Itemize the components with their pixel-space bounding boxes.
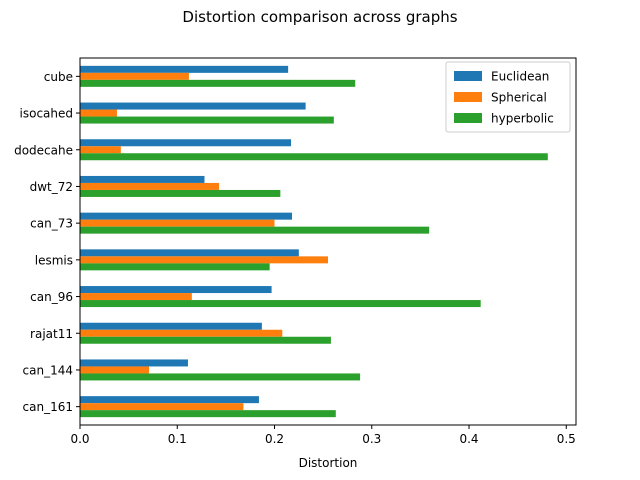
x-axis-label: Distortion	[299, 456, 358, 470]
y-tick-label: cube	[44, 70, 73, 84]
bar-hyperbolic-can_161	[80, 410, 336, 418]
bar-euclidean-can_73	[80, 212, 293, 220]
bars-group	[80, 65, 548, 418]
x-tick-label: 0.4	[459, 432, 478, 446]
bar-euclidean-dwt_72	[80, 175, 205, 183]
y-tick-label: can_144	[23, 363, 73, 377]
bar-euclidean-isocahed	[80, 102, 306, 110]
bar-spherical-rajat11	[80, 329, 283, 337]
x-axis: 0.0 0.1 0.2 0.3 0.4 0.5	[70, 425, 576, 446]
bar-hyperbolic-can_144	[80, 373, 361, 381]
x-tick-label: 0.2	[265, 432, 284, 446]
bar-hyperbolic-can_73	[80, 226, 430, 234]
bar-euclidean-can_161	[80, 396, 259, 404]
legend-swatch-euclidean	[454, 71, 482, 81]
y-tick-label: can_73	[30, 217, 73, 231]
bar-spherical-dodecahe	[80, 146, 121, 154]
bar-hyperbolic-rajat11	[80, 336, 331, 344]
bar-spherical-can_73	[80, 219, 275, 227]
bar-euclidean-dodecahe	[80, 139, 292, 147]
bar-euclidean-lesmis	[80, 249, 299, 257]
bar-hyperbolic-dodecahe	[80, 153, 548, 161]
bar-hyperbolic-can_96	[80, 300, 481, 308]
bar-euclidean-cube	[80, 65, 289, 73]
legend-label-spherical: Spherical	[491, 91, 547, 105]
bar-spherical-can_144	[80, 366, 150, 374]
y-tick-label: can_96	[30, 290, 73, 304]
legend: Euclidean Spherical hyperbolic	[445, 61, 571, 133]
legend-label-hyperbolic: hyperbolic	[491, 112, 554, 126]
y-tick-label: dodecahe	[14, 143, 73, 157]
x-tick-label: 0.0	[70, 432, 89, 446]
x-tick-label: 0.1	[168, 432, 187, 446]
bar-euclidean-can_96	[80, 286, 272, 294]
bar-spherical-lesmis	[80, 256, 328, 264]
bar-spherical-isocahed	[80, 109, 117, 117]
y-tick-label: lesmis	[35, 253, 73, 267]
bar-euclidean-can_144	[80, 359, 188, 367]
bar-euclidean-rajat11	[80, 322, 262, 330]
bar-spherical-cube	[80, 72, 189, 80]
bar-spherical-can_161	[80, 403, 244, 411]
y-tick-label: isocahed	[20, 107, 73, 121]
x-tick-label: 0.5	[557, 432, 576, 446]
y-tick-label: can_161	[23, 400, 73, 414]
bar-hyperbolic-dwt_72	[80, 189, 281, 197]
bar-hyperbolic-cube	[80, 79, 356, 87]
legend-label-euclidean: Euclidean	[491, 70, 549, 84]
y-tick-label: rajat11	[30, 327, 73, 341]
x-tick-label: 0.3	[362, 432, 381, 446]
legend-swatch-spherical	[454, 92, 482, 102]
bar-hyperbolic-lesmis	[80, 263, 270, 271]
legend-swatch-hyperbolic	[454, 113, 482, 123]
bar-hyperbolic-isocahed	[80, 116, 334, 124]
y-tick-label: dwt_72	[30, 180, 73, 194]
chart-title: Distortion comparison across graphs	[182, 8, 457, 26]
plot-frame	[79, 57, 577, 426]
bar-spherical-can_96	[80, 293, 192, 301]
bar-spherical-dwt_72	[80, 182, 220, 190]
